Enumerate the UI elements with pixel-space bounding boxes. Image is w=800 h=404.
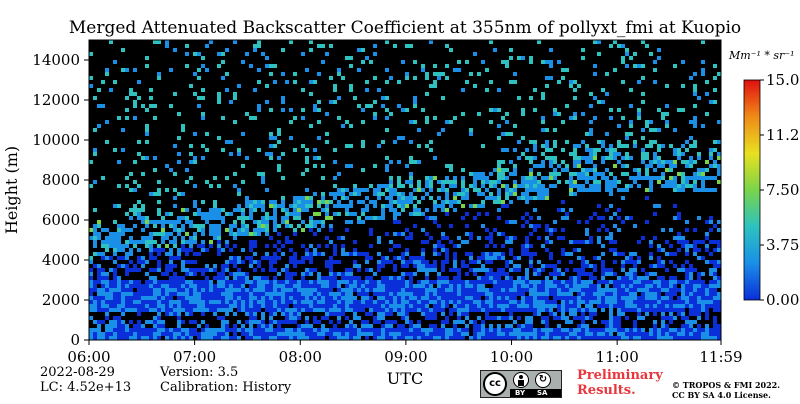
x-tick-label: 09:00 — [384, 348, 427, 366]
heatmap-cell-group — [89, 196, 721, 340]
heatmap-cell-group — [89, 40, 721, 260]
y-tick-label: 10000 — [32, 131, 80, 149]
y-tick-label: 0 — [70, 331, 80, 349]
copyright-line2: CC BY SA 4.0 License. — [672, 390, 771, 400]
y-tick-label: 6000 — [42, 211, 80, 229]
colorbar-ticks: 0.00 3.75 7.50 11.2 15.0 — [760, 71, 799, 309]
x-axis: 06:00 07:00 08:00 09:00 10:00 11:00 11:59 — [67, 340, 743, 366]
colorbar-tick-label: 0.00 — [766, 291, 799, 309]
date-label: 2022-08-29 — [40, 365, 115, 380]
x-tick-label: 11:00 — [596, 348, 639, 366]
x-tick-label: 11:59 — [699, 348, 742, 366]
y-axis: 0 2000 4000 6000 8000 10000 12000 14000 — [32, 51, 89, 349]
x-tick-label: 06:00 — [67, 348, 110, 366]
plot-area — [88, 39, 722, 341]
colorbar-tick-label: 3.75 — [766, 236, 799, 254]
cc-icon: cc — [483, 372, 507, 396]
share-alike-icon: ↻ — [535, 372, 551, 388]
x-axis-label: UTC — [387, 369, 423, 388]
y-tick-label: 4000 — [42, 251, 80, 269]
x-tick-label: 07:00 — [173, 348, 216, 366]
colorbar: Mm⁻¹ * sr⁻¹ 0.00 3.75 7.50 11.2 15.0 — [728, 49, 799, 309]
x-tick-label: 10:00 — [490, 348, 533, 366]
version-label: Version: 3.5 — [160, 365, 239, 380]
calibration-label: Calibration: History — [160, 380, 292, 395]
copyright-line1: © TROPOS & FMI 2022. — [672, 380, 781, 390]
colorbar-tick-label: 15.0 — [766, 71, 799, 89]
colorbar-tick-label: 7.50 — [766, 181, 799, 199]
y-tick-label: 2000 — [42, 291, 80, 309]
sa-label: SA — [537, 389, 548, 397]
preliminary-line1: Preliminary — [577, 368, 663, 383]
y-tick-label: 12000 — [32, 91, 80, 109]
cc-license-logo: cc ↻ BY SA — [480, 370, 562, 398]
y-axis-label: Height (m) — [2, 146, 21, 234]
plot-frame — [88, 39, 722, 341]
colorbar-unit: Mm⁻¹ * sr⁻¹ — [728, 49, 795, 62]
by-label: BY — [515, 389, 526, 397]
attribution-icon — [513, 372, 529, 388]
preliminary-line2: Results. — [577, 383, 636, 398]
lidar-constant: LC: 4.52e+13 — [40, 380, 132, 395]
chart-title: Merged Attenuated Backscatter Coefficien… — [69, 18, 741, 38]
y-tick-label: 8000 — [42, 171, 80, 189]
colorbar-tick-label: 11.2 — [766, 126, 799, 144]
x-tick-label: 08:00 — [279, 348, 322, 366]
heatmap-cells — [89, 40, 721, 340]
y-tick-label: 14000 — [32, 51, 80, 69]
colorbar-scale — [743, 79, 761, 301]
